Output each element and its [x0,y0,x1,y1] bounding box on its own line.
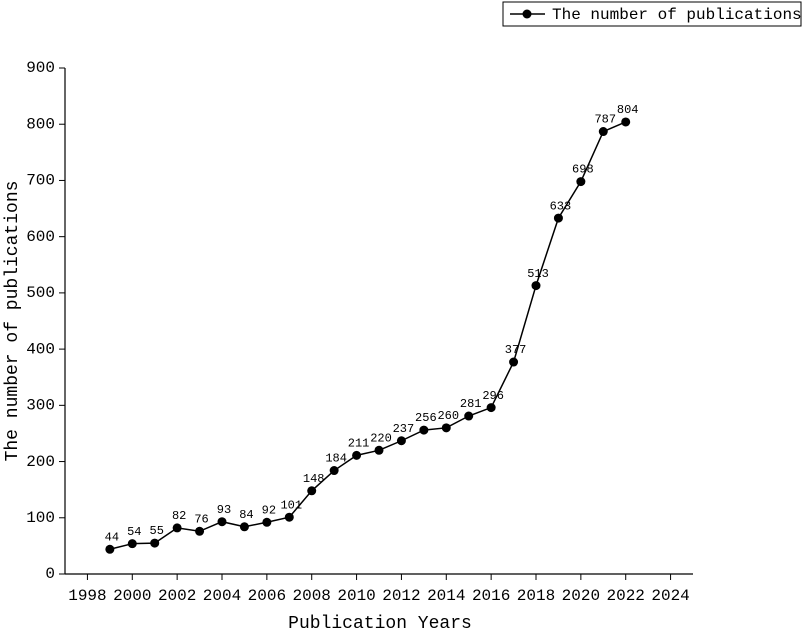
value-label: 513 [527,267,549,281]
data-point [464,411,474,421]
value-label: 76 [194,512,208,526]
value-label: 92 [262,503,276,517]
y-tick-label: 400 [26,340,55,358]
data-point [441,423,451,433]
value-label: 44 [105,530,119,544]
value-label: 633 [550,199,572,213]
legend-marker [522,9,532,19]
data-point [509,357,519,367]
data-point [352,450,362,460]
data-point [396,436,406,446]
series-line [109,121,627,550]
y-tick-label: 600 [26,228,55,246]
y-tick-label: 100 [26,509,55,527]
value-label: 787 [594,113,616,127]
data-point [486,403,496,413]
value-label: 281 [460,397,482,411]
value-label: 101 [280,498,302,512]
legend-label: The number of publications [552,6,802,24]
data-point [262,517,272,527]
data-point [105,544,115,554]
value-label: 377 [505,343,527,357]
value-label: 804 [617,103,639,117]
value-label: 256 [415,411,437,425]
y-tick-label: 0 [45,565,55,583]
value-label: 82 [172,509,186,523]
x-tick-label: 2006 [248,587,286,605]
x-tick-label: 2014 [427,587,465,605]
value-label: 54 [127,525,141,539]
x-tick-label: 2000 [113,587,151,605]
x-tick-label: 1998 [68,587,106,605]
data-point [598,127,608,137]
y-tick-label: 900 [26,59,55,77]
data-point [172,523,182,533]
data-point [329,466,339,476]
x-tick-label: 2018 [517,587,555,605]
y-tick-label: 500 [26,284,55,302]
value-label: 296 [482,389,504,403]
value-label: 211 [348,437,370,451]
value-label: 55 [150,524,164,538]
y-tick-label: 300 [26,397,55,415]
data-point [195,526,205,536]
y-tick-label: 800 [26,115,55,133]
x-tick-label: 2024 [651,587,689,605]
data-point [150,538,160,548]
y-axis-label: The number of publications [3,181,23,462]
x-tick-label: 2016 [472,587,510,605]
value-label: 148 [303,472,325,486]
y-tick-label: 700 [26,172,55,190]
data-point [621,117,631,127]
x-tick-label: 2002 [158,587,196,605]
x-tick-label: 2008 [293,587,331,605]
value-label: 698 [572,163,594,177]
x-tick-label: 2022 [607,587,645,605]
value-label: 84 [239,508,253,522]
x-axis-label: Publication Years [288,614,472,632]
data-point [217,517,227,527]
x-tick-label: 2010 [337,587,375,605]
data-point [307,486,317,496]
value-label: 220 [370,431,392,445]
value-label: 93 [217,503,231,517]
x-tick-label: 2020 [562,587,600,605]
data-point [374,445,384,455]
data-point [127,539,137,549]
data-point [239,522,249,532]
x-tick-label: 2004 [203,587,241,605]
value-label: 237 [393,422,415,436]
legend-box [502,1,802,27]
data-point [419,425,429,435]
x-tick-label: 2012 [382,587,420,605]
data-point [531,281,541,291]
value-label: 184 [325,452,347,466]
value-label: 260 [437,409,459,423]
data-point [553,213,563,223]
y-tick-label: 200 [26,453,55,471]
data-point [284,512,294,522]
data-point [576,177,586,187]
